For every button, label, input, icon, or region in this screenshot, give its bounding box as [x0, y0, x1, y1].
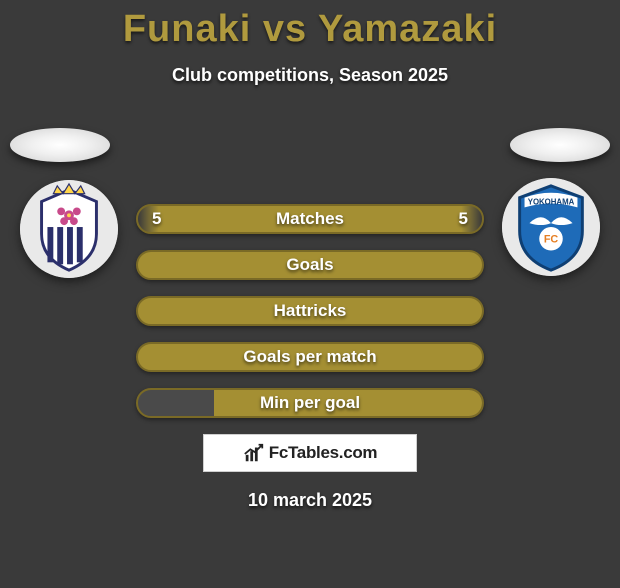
- player-left-avatar-placeholder: [10, 128, 110, 162]
- stat-label: Goals per match: [138, 344, 482, 370]
- stat-label: Min per goal: [138, 390, 482, 416]
- svg-text:FC: FC: [544, 234, 559, 246]
- club-badge-left-svg: [20, 180, 118, 278]
- stat-bar-goals-per-match: Goals per match: [136, 342, 484, 372]
- stat-value-left: 5: [152, 206, 161, 232]
- stat-label: Matches: [138, 206, 482, 232]
- stat-bar-matches: Matches5 5: [136, 204, 484, 234]
- brand-text: FcTables.com: [269, 443, 378, 463]
- stats-bars: Matches5 5 Goals Hattricks Goals per match Mi…: [136, 204, 484, 418]
- club-badge-right-svg: YOKOHAMA FC: [502, 178, 600, 276]
- page-title: Funaki vs Yamazaki: [0, 8, 620, 51]
- club-badge-right: YOKOHAMA FC: [502, 178, 600, 276]
- club-badge-left: [20, 180, 118, 278]
- stat-label: Goals: [138, 252, 482, 278]
- stat-value-right: 5: [459, 206, 468, 232]
- player-right-avatar-placeholder: [510, 128, 610, 162]
- date-label: 10 march 2025: [0, 490, 620, 511]
- stat-bar-hattricks: Hattricks: [136, 296, 484, 326]
- svg-text:YOKOHAMA: YOKOHAMA: [528, 197, 575, 206]
- stat-label: Hattricks: [138, 298, 482, 324]
- brand-box[interactable]: FcTables.com: [203, 434, 417, 472]
- stat-bar-goals: Goals: [136, 250, 484, 280]
- stat-bar-min-per-goal: Min per goal: [136, 388, 484, 418]
- subtitle: Club competitions, Season 2025: [0, 65, 620, 86]
- chart-icon: [243, 442, 265, 464]
